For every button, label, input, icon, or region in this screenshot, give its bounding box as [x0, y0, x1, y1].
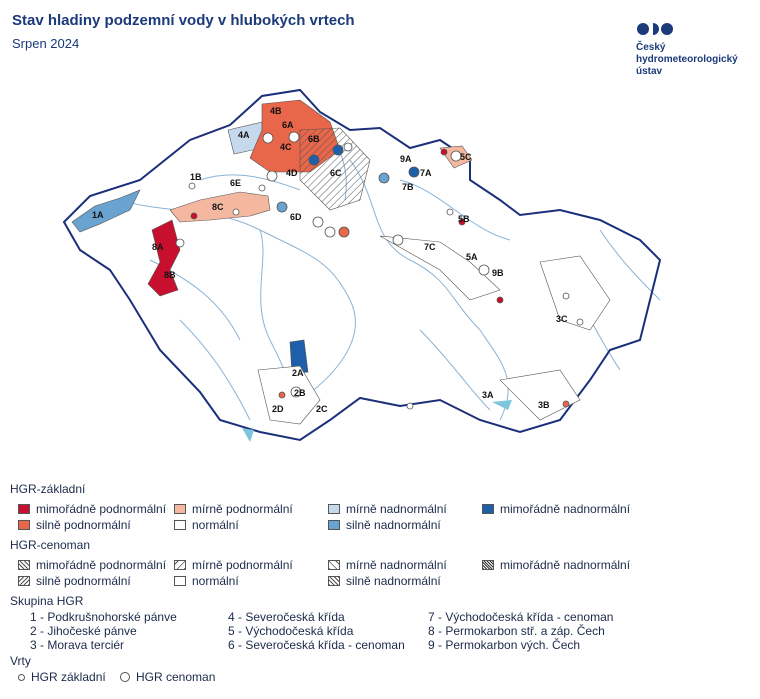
svg-text:3A: 3A — [482, 390, 494, 400]
legend-item-silne-nadnormalni: silně nadnormální — [328, 518, 441, 532]
legend-cenoman-mimoradne-nadnormalni: mimořádně nadnormální — [482, 558, 630, 572]
legend-vrty-cenoman: HGR cenoman — [120, 670, 215, 684]
region-groups-east — [379, 235, 501, 301]
region-3b — [499, 369, 581, 421]
region-1a — [71, 189, 141, 233]
legend-vrty-zakladni: HGR základní — [18, 670, 106, 684]
legend-zakladni-title: HGR-základní — [10, 482, 86, 496]
legend-item-mimoradne-podnormalni: mimořádně podnormální — [18, 502, 166, 516]
legend-cenoman-mimoradne-podnormalni: mimořádně podnormální — [18, 558, 166, 572]
region-labels: 1A 1B 2A 2B 2C 2D 3A 3B 3C 4A 4B 4C 4D 5… — [92, 106, 568, 414]
svg-text:6C: 6C — [330, 168, 342, 178]
svg-text:3C: 3C — [556, 314, 568, 324]
svg-text:1B: 1B — [190, 172, 202, 182]
svg-text:3B: 3B — [538, 400, 550, 410]
legend-item-mimoradne-nadnormalni: mimořádně nadnormální — [482, 502, 630, 516]
country-border — [62, 88, 662, 442]
svg-text:7C: 7C — [424, 242, 436, 252]
legend-item-silne-podnormalni: silně podnormální — [18, 518, 131, 532]
svg-text:4C: 4C — [280, 142, 292, 152]
legend-cenoman-normalni: normální — [174, 574, 239, 588]
svg-text:6A: 6A — [282, 120, 294, 130]
region-2b-2d — [257, 365, 321, 425]
skupina-7: 7 - Východočeská křída - cenoman — [428, 610, 614, 624]
page-title: Stav hladiny podzemní vody v hlubokých v… — [12, 12, 355, 29]
svg-text:5C: 5C — [460, 152, 472, 162]
wells — [175, 131, 584, 410]
svg-text:2B: 2B — [294, 388, 306, 398]
region-3c — [539, 255, 611, 331]
legend-item-normalni: normální — [174, 518, 239, 532]
skupina-3: 3 - Morava terciér — [30, 638, 125, 652]
logo-line-2: hydrometeorologický — [636, 54, 738, 65]
svg-text:6D: 6D — [290, 212, 302, 222]
svg-text:4D: 4D — [286, 168, 298, 178]
svg-text:2D: 2D — [272, 404, 284, 414]
region-2a — [289, 339, 309, 375]
svg-text:9A: 9A — [400, 154, 412, 164]
lakes — [242, 400, 512, 442]
page-subtitle: Srpen 2024 — [12, 36, 80, 51]
svg-text:4A: 4A — [238, 130, 250, 140]
svg-text:5A: 5A — [466, 252, 478, 262]
svg-text:4B: 4B — [270, 106, 282, 116]
skupina-6: 6 - Severočeská křída - cenoman — [228, 638, 405, 652]
legend-vrty-title: Vrty — [10, 654, 31, 668]
region-8a-8b — [147, 219, 181, 297]
legend-cenoman-silne-podnormalni: silně podnormální — [18, 574, 131, 588]
logo-line-1: Český — [636, 42, 666, 53]
svg-text:6E: 6E — [230, 178, 241, 188]
legend-cenoman-mirne-nadnormalni: mírně nadnormální — [328, 558, 447, 572]
chmi-logo: Český hydrometeorologický ústav — [636, 22, 756, 78]
svg-text:8C: 8C — [212, 202, 224, 212]
svg-text:2C: 2C — [316, 404, 328, 414]
svg-text:2A: 2A — [292, 368, 304, 378]
svg-text:7B: 7B — [402, 182, 414, 192]
legend-cenoman-silne-nadnormalni: silně nadnormální — [328, 574, 441, 588]
czech-map: 1A 1B 2A 2B 2C 2D 3A 3B 3C 4A 4B 4C 4D 5… — [62, 88, 662, 442]
skupina-9: 9 - Permokarbon vých. Čech — [428, 638, 581, 652]
logo-line-3: ústav — [636, 66, 663, 77]
skupina-4: 4 - Severočeská křída — [228, 610, 345, 624]
chmi-logo-icon — [637, 23, 673, 35]
legend-item-mirne-nadnormalni: mírně nadnormální — [328, 502, 447, 516]
svg-text:6B: 6B — [308, 134, 320, 144]
svg-text:8A: 8A — [152, 242, 164, 252]
legend-cenoman-title: HGR-cenoman — [10, 538, 91, 552]
svg-text:5B: 5B — [458, 214, 470, 224]
skupina-5: 5 - Východočeská křída — [228, 624, 354, 638]
svg-text:7A: 7A — [420, 168, 432, 178]
svg-text:8B: 8B — [164, 270, 176, 280]
skupina-1: 1 - Podkrušnohorské pánve — [30, 610, 177, 624]
legend-skupina-title: Skupina HGR — [10, 594, 84, 608]
skupina-2: 2 - Jihočeské pánve — [30, 624, 137, 638]
svg-text:1A: 1A — [92, 210, 104, 220]
legend-item-mirne-podnormalni: mírně podnormální — [174, 502, 293, 516]
region-6c — [299, 127, 371, 211]
legend-cenoman-mirne-podnormalni: mírně podnormální — [174, 558, 293, 572]
skupina-8: 8 - Permokarbon stř. a záp. Čech — [428, 624, 605, 638]
svg-text:9B: 9B — [492, 268, 504, 278]
